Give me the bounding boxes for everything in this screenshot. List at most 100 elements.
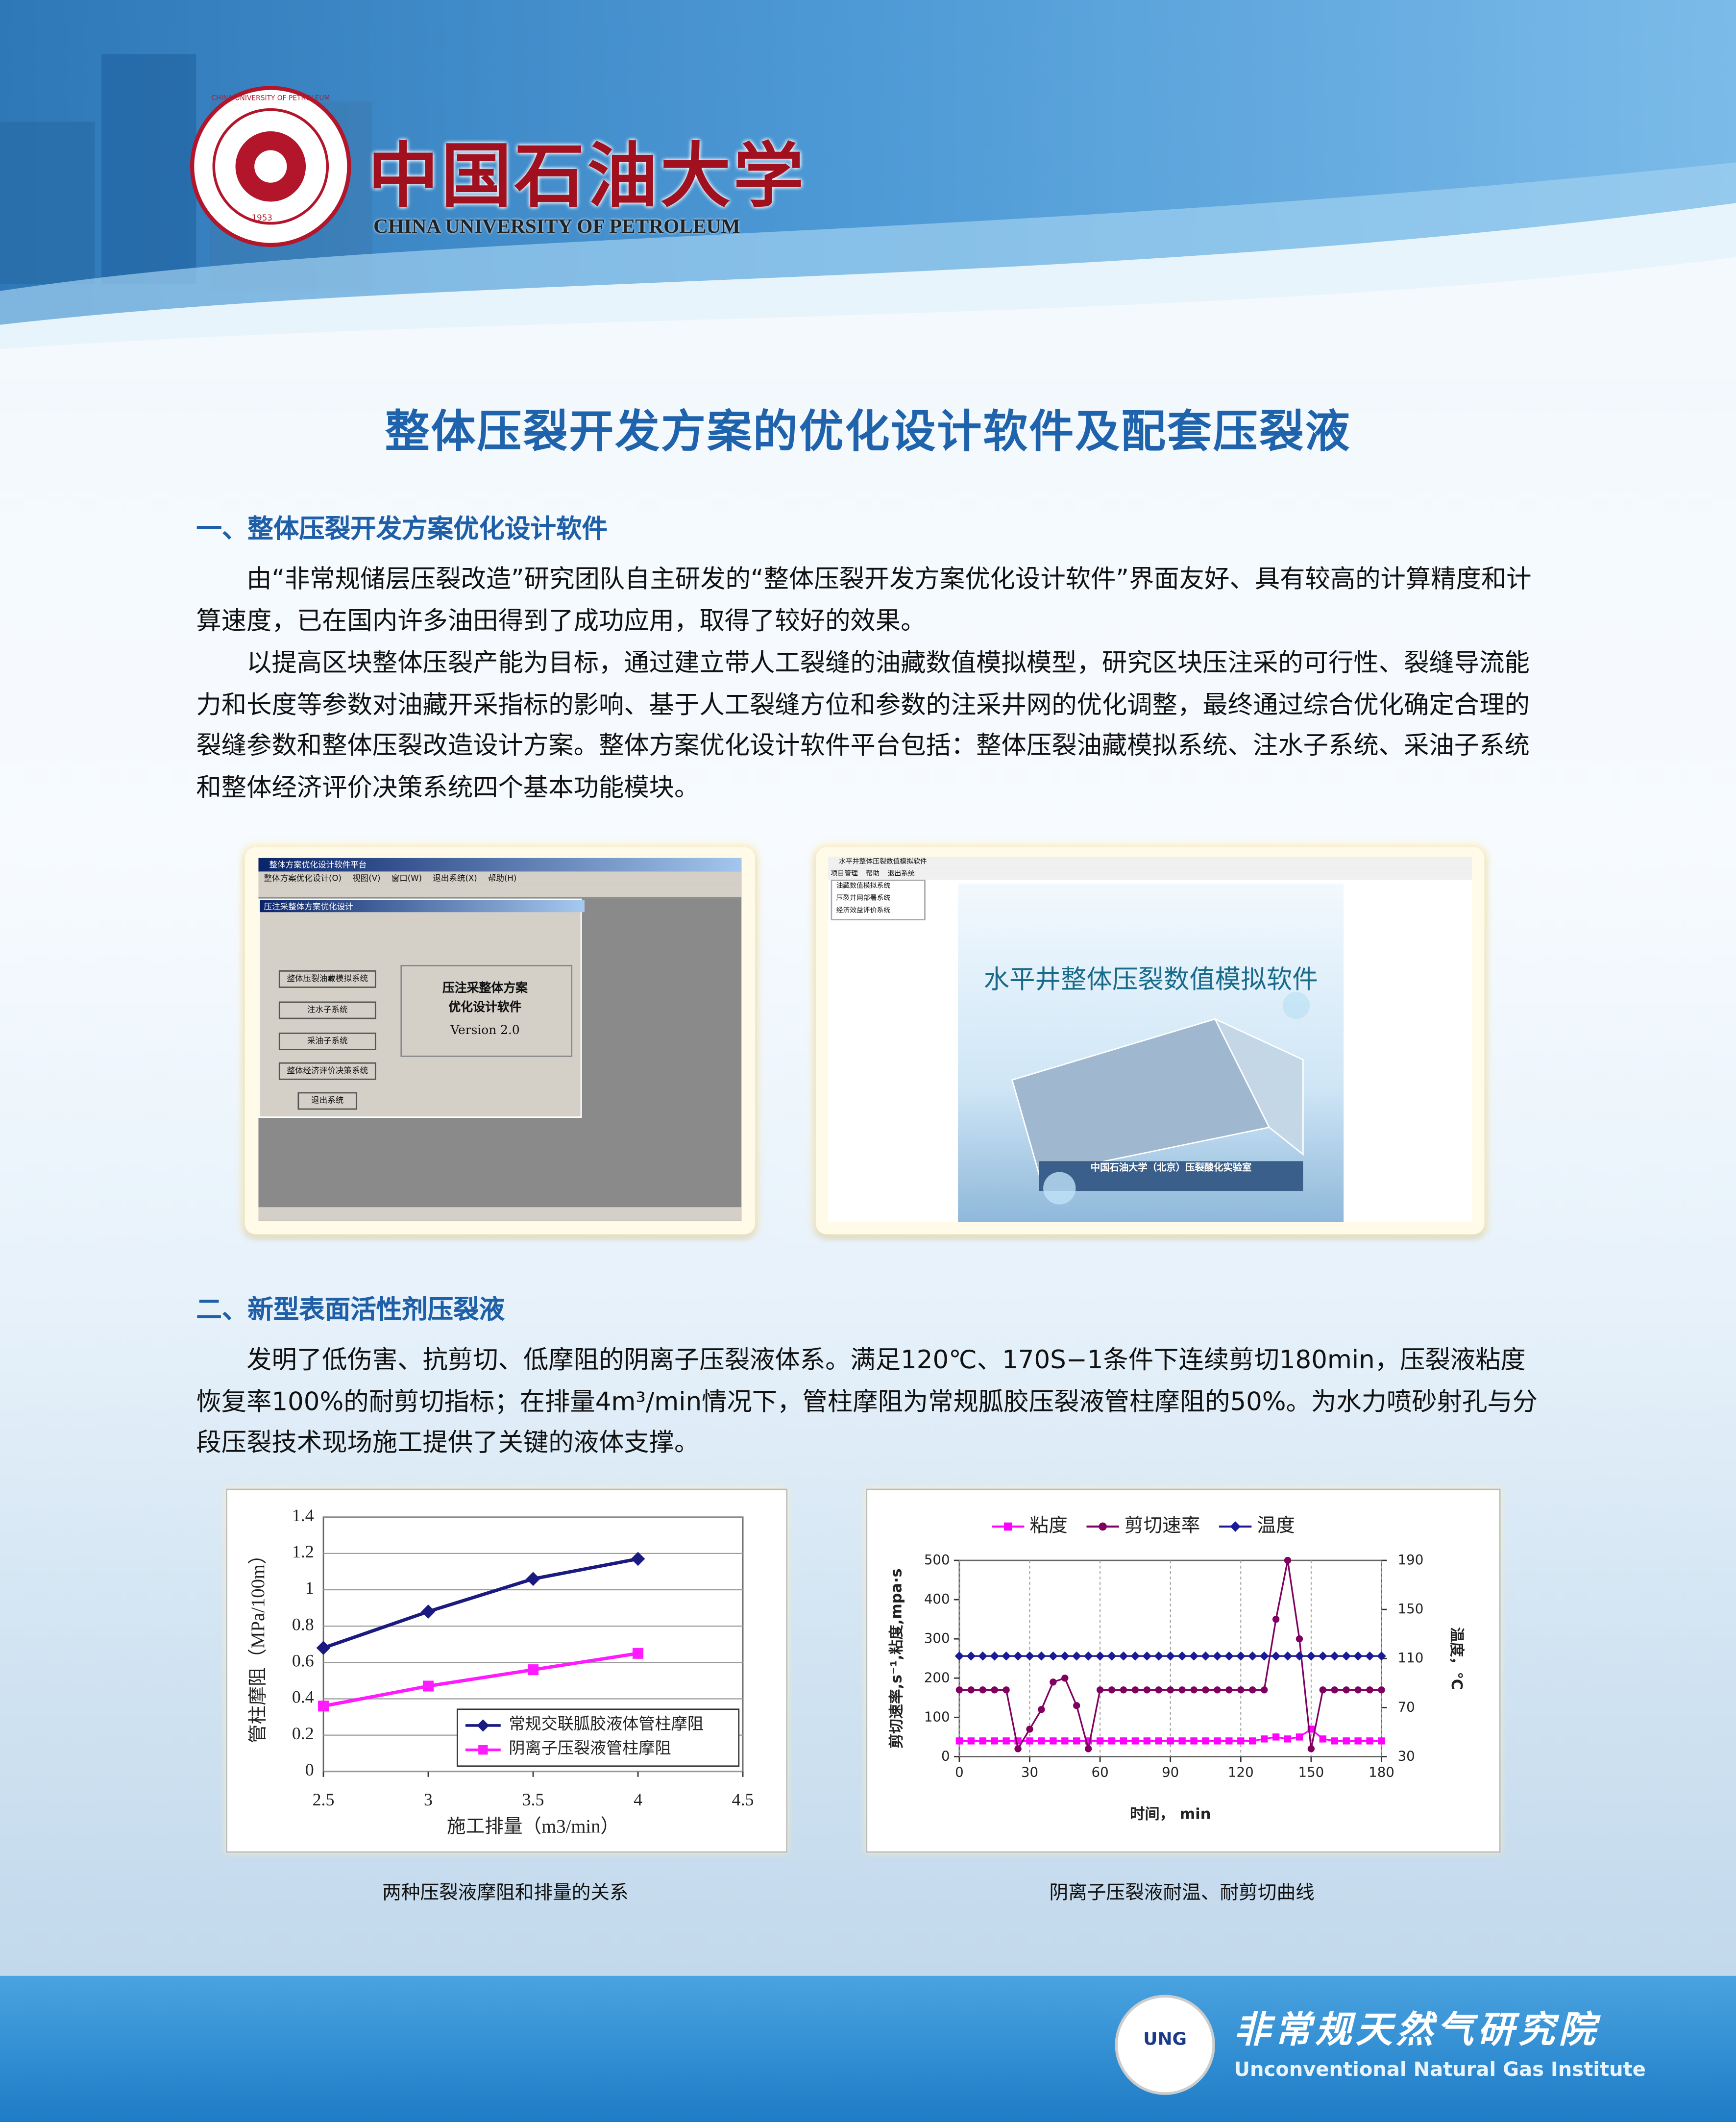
software-window: 水平井整体压裂数值模拟软件 项目管理 帮助 退出系统 水平井整体压裂数值模拟软件… xyxy=(828,857,1472,1222)
marker xyxy=(1366,1737,1373,1745)
marker xyxy=(1354,1686,1362,1694)
marker xyxy=(1131,1737,1139,1745)
marker xyxy=(1155,1737,1162,1745)
legend-label: 剪切速率 xyxy=(1125,1514,1200,1536)
menu-item[interactable]: 整体方案优化设计(O) xyxy=(264,874,342,884)
menu-item[interactable]: 视图(V) xyxy=(352,874,381,884)
button[interactable]: 采油子系统 xyxy=(278,1033,376,1050)
menu-item[interactable]: 退出系统(X) xyxy=(433,874,477,884)
marker xyxy=(1073,1702,1080,1709)
marker xyxy=(318,1701,329,1712)
marker xyxy=(1378,1686,1385,1694)
splash-title: 水平井整体压裂数值模拟软件 xyxy=(983,964,1318,995)
marker xyxy=(1014,1745,1022,1752)
y-tick-label: 1.2 xyxy=(292,1542,314,1561)
menu-bar: 项目管理 帮助 退出系统 xyxy=(828,868,1472,880)
dropdown-item[interactable]: 经济效益评价系统 xyxy=(836,907,891,915)
university-name-cn: 中国石油大学 xyxy=(368,135,807,218)
y-tick-label: 1 xyxy=(305,1578,314,1598)
marker xyxy=(979,1737,986,1745)
marker xyxy=(1050,1737,1057,1745)
y-tick-label: 0.6 xyxy=(292,1651,314,1671)
menu-item[interactable]: 项目管理 xyxy=(831,870,858,879)
marker xyxy=(967,1686,975,1694)
marker xyxy=(422,1680,434,1692)
marker xyxy=(1306,1651,1316,1661)
seal-text: CHINA UNIVERSITY OF PETROLEUM xyxy=(211,95,330,103)
section-heading: 一、整体压裂开发方案优化设计软件 xyxy=(196,514,608,544)
marker xyxy=(1284,1556,1292,1564)
section-heading: 二、新型表面活性剂压裂液 xyxy=(196,1295,505,1325)
marker xyxy=(1343,1686,1350,1694)
paragraph: 以提高区块整体压裂产能为目标，通过建立带人工裂缝的油藏数值模拟模型，研究区块压注… xyxy=(196,649,1530,802)
x-tick-label: 4.5 xyxy=(732,1790,754,1809)
marker xyxy=(1319,1686,1327,1694)
marker xyxy=(1002,1737,1010,1745)
legend-label: 阴离子压裂液管柱摩阻 xyxy=(509,1739,671,1757)
marker xyxy=(1366,1686,1373,1694)
marker xyxy=(1096,1737,1104,1745)
dropdown-item[interactable]: 油藏数值模拟系统 xyxy=(836,882,891,891)
button[interactable]: 整体压裂油藏模拟系统 xyxy=(278,970,376,988)
y2-tick-label: 30 xyxy=(1398,1748,1415,1764)
marker xyxy=(1331,1686,1338,1694)
button[interactable]: 整体经济评价决策系统 xyxy=(278,1062,376,1080)
product-version: Version 2.0 xyxy=(450,1024,520,1038)
y-tick-label: 0.4 xyxy=(292,1687,314,1707)
marker xyxy=(1272,1733,1280,1741)
chart-frame: 0 0.2 0.4 0.6 0.8 1 1.2 1.4 2.5 3 3.5 4 4.5 施工排量（m3/m… xyxy=(226,1488,788,1853)
marker xyxy=(1225,1737,1233,1745)
marker xyxy=(979,1686,986,1694)
marker xyxy=(1259,1651,1269,1661)
splash-image: 水平井整体压裂数值模拟软件 中国石油大学（北京）压裂酸化实验室 xyxy=(958,884,1344,1222)
product-name: 压注采整体方案 xyxy=(442,982,528,996)
marker xyxy=(1353,1651,1363,1661)
marker xyxy=(1378,1737,1385,1745)
lab-name: 中国石油大学（北京）压裂酸化实验室 xyxy=(1090,1162,1252,1174)
legend-box xyxy=(457,1708,740,1767)
marker xyxy=(1237,1686,1245,1694)
menu-item[interactable]: 帮助 xyxy=(866,870,880,879)
y2-tick-label: 190 xyxy=(1398,1552,1424,1568)
marker xyxy=(1214,1686,1221,1694)
y2-tick-label: 150 xyxy=(1398,1601,1424,1617)
marker xyxy=(1202,1737,1209,1745)
y-axis-label: 管柱摩阻（MPa/100m） xyxy=(247,1545,269,1743)
poster-title: 整体压裂开发方案的优化设计软件及配套压裂液 xyxy=(385,404,1351,458)
marker xyxy=(1050,1678,1057,1686)
y-tick-label: 0 xyxy=(305,1760,314,1779)
marker xyxy=(1295,1651,1304,1661)
marker xyxy=(1190,1686,1198,1694)
marker xyxy=(477,1719,489,1732)
button[interactable]: 注水子系统 xyxy=(278,1001,376,1019)
x-axis-label: 施工排量（m3/min） xyxy=(447,1817,619,1837)
menu-item[interactable]: 退出系统 xyxy=(887,870,915,879)
x-tick-label: 4 xyxy=(634,1790,642,1809)
dropdown-item[interactable]: 压裂井网部署系统 xyxy=(836,894,891,903)
series-line xyxy=(323,1652,638,1708)
x-tick-label: 2.5 xyxy=(313,1790,335,1809)
y-axis-label: 剪切速率,s⁻¹,粘度,mpa·s xyxy=(888,1568,905,1749)
marker xyxy=(1260,1735,1268,1743)
x-tick-label: 30 xyxy=(1021,1764,1038,1780)
y2-tick-label: 110 xyxy=(1398,1650,1424,1666)
marker xyxy=(1249,1737,1256,1745)
x-tick-label: 90 xyxy=(1162,1764,1179,1780)
marker xyxy=(1272,1615,1280,1623)
menu-item[interactable]: 窗口(W) xyxy=(391,874,422,884)
marker xyxy=(527,1664,539,1676)
marker xyxy=(1143,1737,1151,1745)
marker xyxy=(1224,1651,1234,1661)
marker xyxy=(1120,1737,1127,1745)
button[interactable]: 退出系统 xyxy=(297,1092,358,1110)
marker xyxy=(1236,1651,1246,1661)
y-tick-label: 400 xyxy=(924,1591,950,1607)
legend-label: 粘度 xyxy=(1030,1514,1068,1536)
toolbar xyxy=(258,884,742,899)
badge-text: UNG xyxy=(1143,2030,1187,2050)
paragraph: 发明了低伤害、抗剪切、低摩阻的阴离子压裂液体系。满足120℃、170S−1条件下… xyxy=(196,1346,1538,1458)
menu-item[interactable]: 帮助(H) xyxy=(488,874,517,884)
chart: 0 0.2 0.4 0.6 0.8 1 1.2 1.4 2.5 3 3.5 4 4.5 施工排量（m3/m… xyxy=(247,1505,754,1837)
marker xyxy=(1026,1726,1033,1733)
marker xyxy=(478,1745,488,1755)
